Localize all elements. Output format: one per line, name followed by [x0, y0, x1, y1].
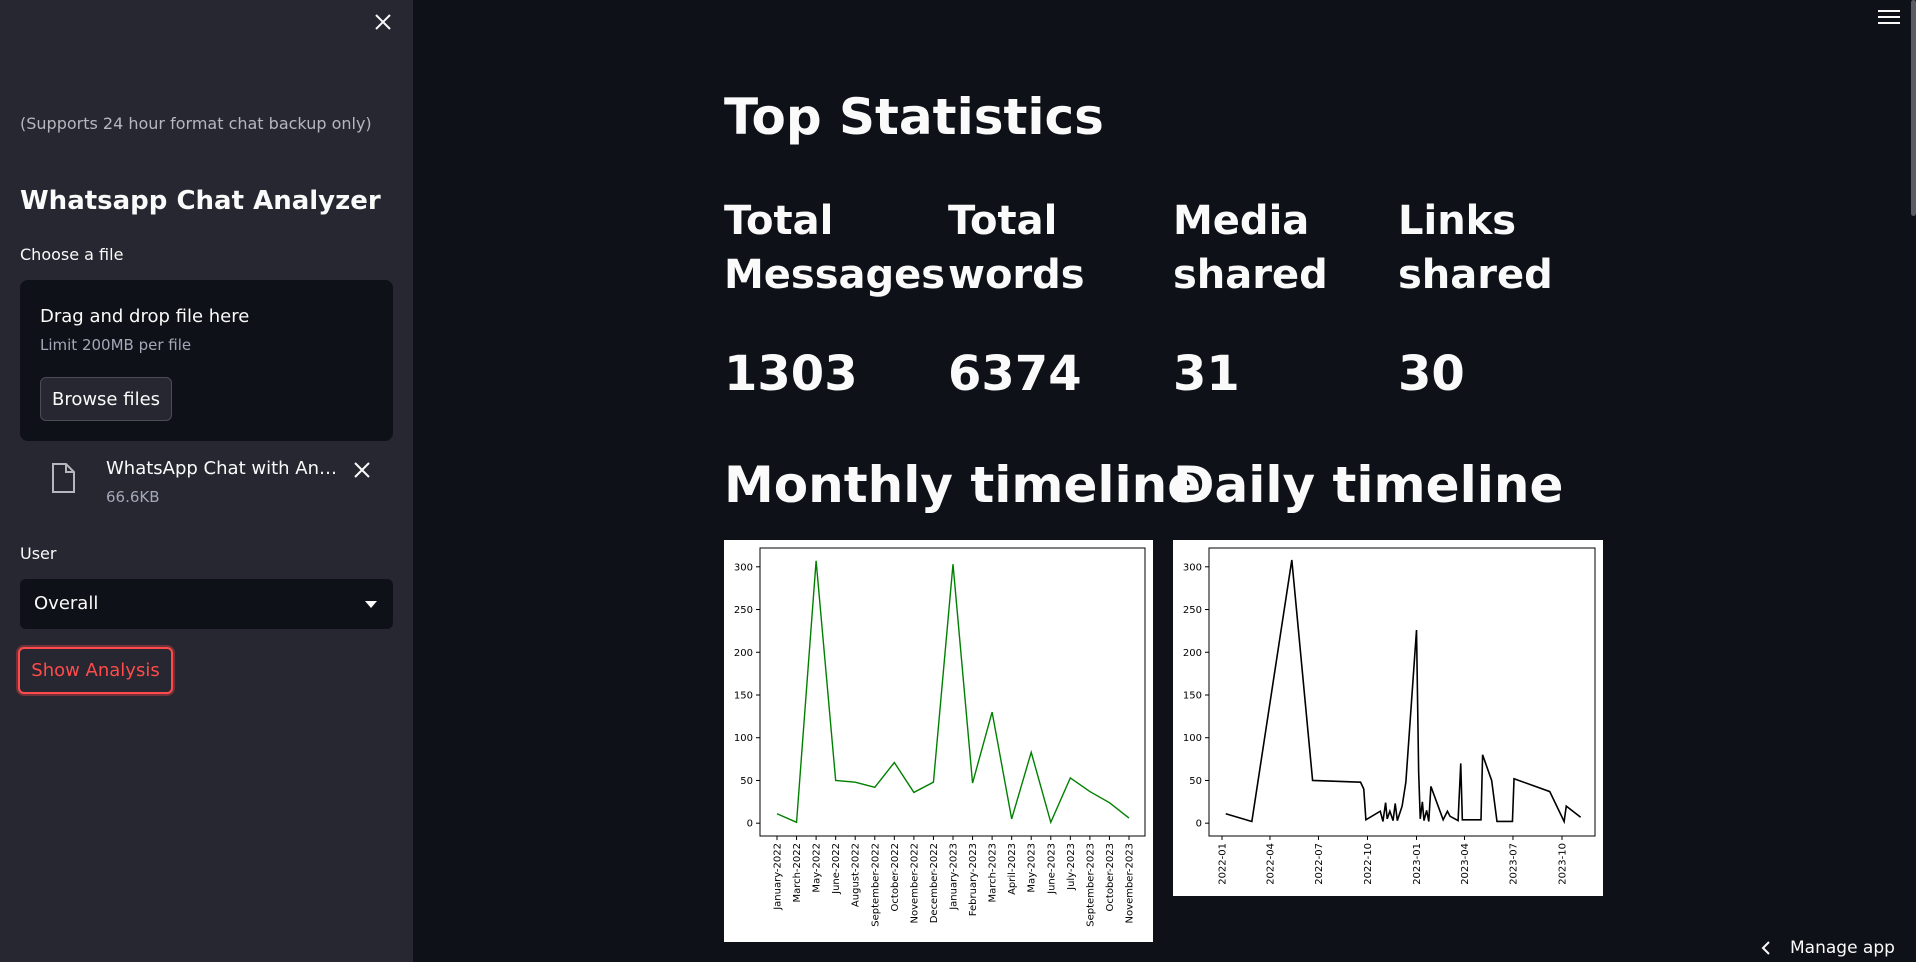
- x-tick-label: March-2023: [988, 843, 999, 903]
- x-tick-label: June-2022: [831, 843, 842, 895]
- y-tick-label: 200: [734, 648, 753, 659]
- top-statistics-title: Top Statistics: [724, 88, 1104, 146]
- y-tick-label: 100: [1183, 733, 1202, 744]
- plot-frame: [1208, 547, 1596, 837]
- x-tick-label: December-2022: [929, 843, 940, 923]
- app-title: Whatsapp Chat Analyzer: [20, 186, 381, 216]
- y-tick-label: 300: [1183, 562, 1202, 573]
- stat-label-links-shared: Links shared: [1398, 198, 1553, 298]
- file-icon: [52, 463, 75, 493]
- x-tick-label: June-2023: [1046, 843, 1057, 895]
- stat-value-total-words: 6374: [948, 346, 1082, 402]
- y-tick-label: 150: [734, 690, 753, 701]
- daily-timeline-chart: 0 50 100 150 200 250 300 2022-01 2022-04 2022-07 2…: [1173, 540, 1603, 896]
- dropzone-limit: Limit 200MB per file: [40, 336, 192, 354]
- x-tick-label: 2023-04: [1460, 843, 1471, 885]
- sidebar: (Supports 24 hour format chat backup onl…: [0, 0, 413, 962]
- close-icon: [354, 462, 370, 478]
- x-tick-label: September-2023: [1085, 843, 1096, 927]
- close-icon: [375, 14, 391, 30]
- manage-app-label: Manage app: [1790, 938, 1895, 958]
- y-tick-label: 150: [1183, 690, 1202, 701]
- show-analysis-button[interactable]: Show Analysis: [18, 647, 173, 694]
- y-tick-label: 250: [1183, 605, 1202, 616]
- stat-label-media-shared: Media shared: [1173, 198, 1328, 298]
- y-tick-label: 300: [734, 562, 753, 573]
- format-note: (Supports 24 hour format chat backup onl…: [20, 114, 372, 133]
- x-tick-label: May-2022: [812, 843, 823, 893]
- y-tick-label: 200: [1183, 648, 1202, 659]
- x-tick-label: April-2023: [1007, 843, 1018, 895]
- remove-file-button[interactable]: [352, 460, 372, 480]
- stat-label-total-messages: Total Messages: [724, 198, 946, 298]
- x-tick-label: 2022-10: [1363, 843, 1374, 885]
- x-tick-label: 2023-10: [1558, 843, 1569, 885]
- x-tick-label: January-2023: [949, 843, 960, 911]
- main-menu-button[interactable]: [1878, 10, 1900, 28]
- x-tick-label: 2023-07: [1508, 843, 1519, 885]
- monthly-timeline-chart: 0 50 100 150 200 250 300 January-2022 March-2022…: [724, 540, 1153, 942]
- y-tick-label: 50: [1189, 776, 1202, 787]
- file-dropzone[interactable]: Drag and drop file here Limit 200MB per …: [20, 280, 393, 441]
- daily-timeline-title: Daily timeline: [1173, 456, 1564, 514]
- monthly-series-line: [776, 560, 1130, 825]
- stat-value-media-shared: 31: [1173, 346, 1240, 402]
- close-sidebar-button[interactable]: [371, 10, 395, 34]
- monthly-timeline-svg: 0 50 100 150 200 250 300 January-2022 March-2022…: [734, 547, 1146, 927]
- scrollbar[interactable]: [1911, 0, 1916, 216]
- uploaded-file-size: 66.6KB: [106, 488, 160, 506]
- x-tick-label: November-2023: [1125, 843, 1136, 923]
- user-select[interactable]: Overall: [20, 579, 393, 629]
- y-tick-label: 250: [734, 605, 753, 616]
- monthly-timeline-title: Monthly timeline: [724, 456, 1202, 514]
- x-tick-label: May-2023: [1027, 843, 1038, 893]
- chevron-left-icon: [1761, 941, 1770, 955]
- daily-timeline-svg: 0 50 100 150 200 250 300 2022-01 2022-04 2022-07 2…: [1183, 547, 1596, 885]
- x-tick-label: November-2022: [909, 843, 920, 923]
- browse-files-button[interactable]: Browse files: [40, 377, 172, 421]
- manage-app-button[interactable]: Manage app: [1760, 936, 1895, 960]
- x-tick-label: 2023-01: [1412, 843, 1423, 885]
- uploaded-file-name: WhatsApp Chat with Ansal ...: [106, 458, 346, 479]
- x-tick-label: 2022-04: [1265, 843, 1276, 885]
- stat-value-links-shared: 30: [1398, 346, 1465, 402]
- user-select-value: Overall: [34, 593, 99, 614]
- x-tick-label: October-2023: [1105, 843, 1116, 911]
- user-select-label: User: [20, 544, 57, 563]
- x-tick-label: March-2022: [792, 843, 803, 903]
- x-tick-label: October-2022: [890, 843, 901, 911]
- x-tick-label: September-2022: [870, 843, 881, 927]
- x-tick-label: July-2023: [1066, 843, 1077, 891]
- uploaded-file: WhatsApp Chat with Ansal ... 66.6KB: [20, 452, 393, 512]
- x-tick-label: 2022-07: [1314, 843, 1325, 885]
- x-tick-label: 2022-01: [1218, 843, 1229, 885]
- dropzone-title: Drag and drop file here: [40, 306, 250, 327]
- y-tick-label: 0: [747, 819, 753, 830]
- x-tick-label: August-2022: [851, 843, 862, 907]
- y-tick-label: 100: [734, 733, 753, 744]
- y-tick-label: 50: [740, 776, 753, 787]
- x-tick-label: February-2023: [968, 843, 979, 916]
- daily-series-line: [1225, 559, 1582, 825]
- chevron-down-icon: [365, 601, 377, 608]
- x-tick-label: January-2022: [773, 843, 784, 911]
- y-tick-label: 0: [1196, 819, 1202, 830]
- file-uploader-label: Choose a file: [20, 245, 124, 264]
- stat-label-total-words: Total words: [948, 198, 1085, 298]
- stat-value-total-messages: 1303: [724, 346, 858, 402]
- plot-frame: [759, 547, 1146, 837]
